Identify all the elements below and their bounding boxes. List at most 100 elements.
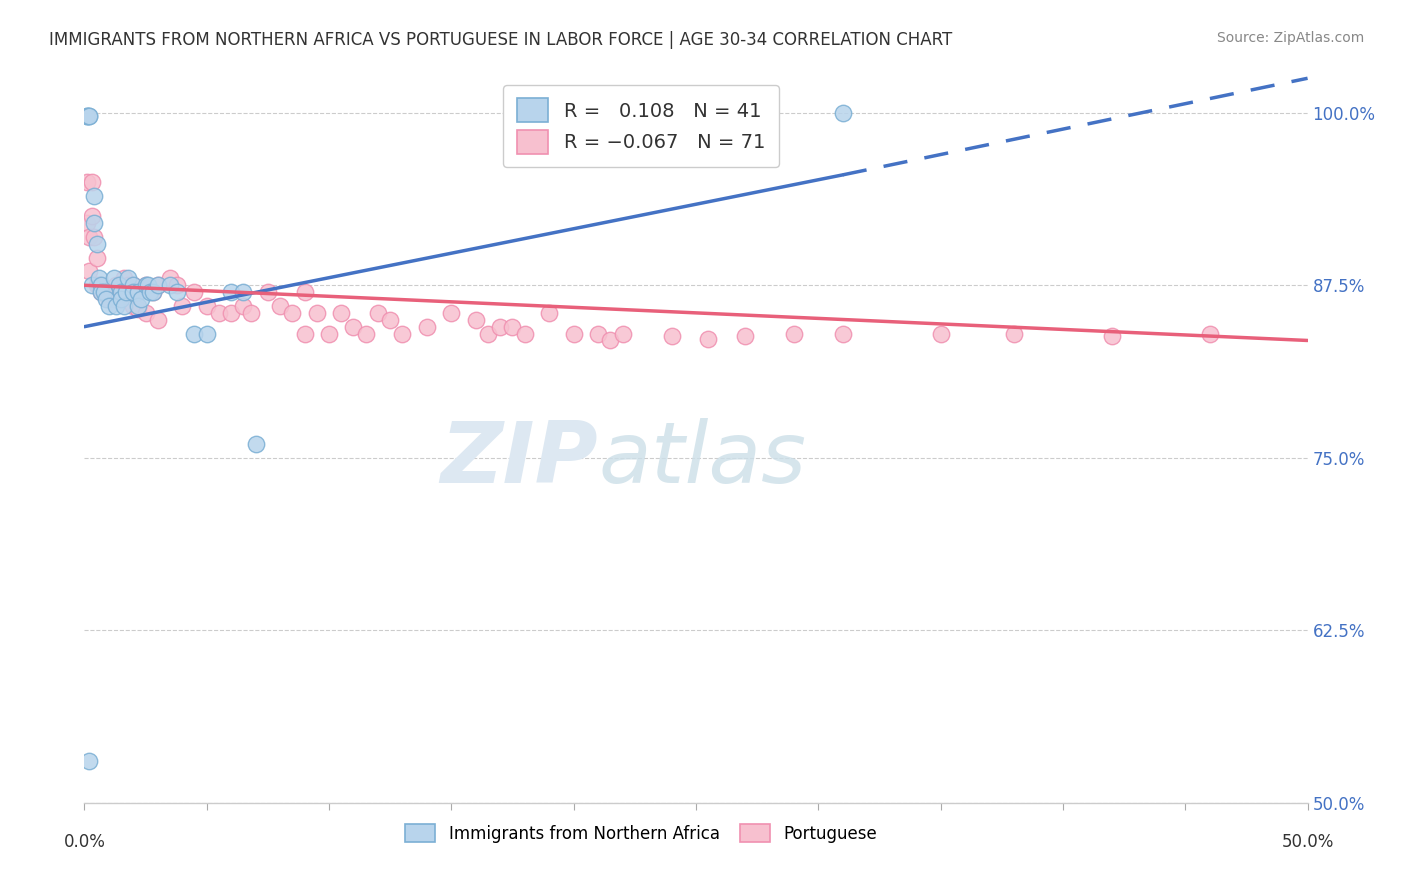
- Point: [183, 326, 205, 341]
- Point: [208, 306, 231, 320]
- Point: [103, 292, 125, 306]
- Point: [391, 326, 413, 341]
- Point: [110, 292, 132, 306]
- Point: [166, 278, 188, 293]
- Point: [269, 299, 291, 313]
- Point: [76, 109, 98, 123]
- Point: [612, 326, 634, 341]
- Point: [831, 326, 853, 341]
- Point: [219, 285, 242, 300]
- Point: [103, 271, 125, 285]
- Point: [929, 326, 952, 341]
- Point: [117, 271, 139, 285]
- Point: [294, 326, 316, 341]
- Point: [1101, 329, 1123, 343]
- Point: [83, 230, 105, 244]
- Point: [697, 332, 720, 346]
- Point: [146, 312, 169, 326]
- Point: [122, 285, 145, 300]
- Point: [90, 278, 112, 293]
- Point: [489, 319, 512, 334]
- Point: [87, 271, 110, 285]
- Point: [93, 285, 115, 300]
- Point: [76, 216, 98, 230]
- Point: [97, 292, 120, 306]
- Point: [538, 306, 561, 320]
- Point: [122, 278, 145, 293]
- Point: [783, 326, 806, 341]
- Point: [734, 329, 756, 343]
- Point: [77, 109, 100, 123]
- Point: [86, 278, 108, 293]
- Point: [80, 209, 103, 223]
- Point: [135, 306, 157, 320]
- Point: [195, 299, 218, 313]
- Point: [318, 326, 340, 341]
- Point: [87, 278, 110, 293]
- Point: [257, 285, 280, 300]
- Point: [380, 312, 402, 326]
- Point: [105, 299, 128, 313]
- Point: [1002, 326, 1025, 341]
- Point: [139, 285, 162, 300]
- Point: [219, 306, 242, 320]
- Point: [440, 306, 463, 320]
- Legend: Immigrants from Northern Africa, Portuguese: Immigrants from Northern Africa, Portugu…: [398, 818, 883, 849]
- Point: [195, 326, 218, 341]
- Point: [80, 175, 103, 189]
- Point: [77, 230, 100, 244]
- Point: [97, 299, 120, 313]
- Point: [122, 278, 145, 293]
- Point: [93, 285, 115, 300]
- Point: [136, 278, 159, 293]
- Point: [112, 299, 135, 313]
- Point: [112, 271, 135, 285]
- Point: [83, 216, 105, 230]
- Point: [354, 326, 377, 341]
- Point: [135, 278, 157, 293]
- Point: [477, 326, 499, 341]
- Text: 50.0%: 50.0%: [1281, 833, 1334, 851]
- Point: [127, 299, 149, 313]
- Text: Source: ZipAtlas.com: Source: ZipAtlas.com: [1216, 31, 1364, 45]
- Point: [90, 285, 112, 300]
- Point: [115, 285, 138, 300]
- Point: [86, 236, 108, 251]
- Point: [127, 301, 149, 316]
- Point: [330, 306, 353, 320]
- Point: [245, 437, 267, 451]
- Point: [110, 285, 132, 300]
- Point: [599, 334, 621, 348]
- Point: [90, 285, 112, 300]
- Text: IMMIGRANTS FROM NORTHERN AFRICA VS PORTUGUESE IN LABOR FORCE | AGE 30-34 CORRELA: IMMIGRANTS FROM NORTHERN AFRICA VS PORTU…: [49, 31, 952, 49]
- Point: [77, 264, 100, 278]
- Point: [183, 285, 205, 300]
- Point: [96, 292, 118, 306]
- Point: [562, 326, 585, 341]
- Point: [367, 306, 389, 320]
- Point: [502, 319, 524, 334]
- Point: [110, 292, 132, 306]
- Point: [86, 251, 108, 265]
- Point: [172, 299, 194, 313]
- Point: [586, 326, 609, 341]
- Point: [464, 312, 486, 326]
- Point: [83, 188, 105, 202]
- Point: [105, 278, 128, 293]
- Point: [831, 105, 853, 120]
- Point: [166, 285, 188, 300]
- Text: atlas: atlas: [598, 417, 806, 500]
- Point: [76, 109, 98, 123]
- Point: [77, 755, 100, 769]
- Point: [110, 285, 132, 300]
- Point: [80, 278, 103, 293]
- Point: [122, 299, 145, 313]
- Point: [127, 285, 149, 300]
- Point: [232, 285, 254, 300]
- Point: [146, 278, 169, 293]
- Point: [305, 306, 328, 320]
- Point: [129, 292, 152, 306]
- Point: [117, 278, 139, 293]
- Point: [159, 271, 181, 285]
- Point: [146, 278, 169, 293]
